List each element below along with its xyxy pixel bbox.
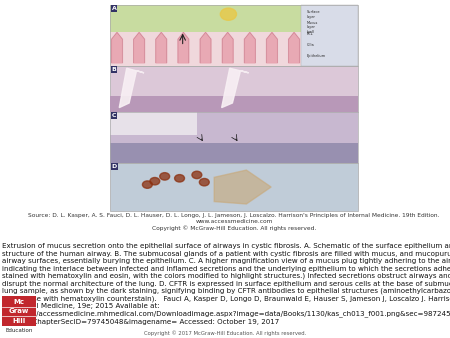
Text: Cilia: Cilia [306,43,314,47]
Polygon shape [214,170,271,204]
Text: Mc: Mc [14,299,25,305]
Text: A: A [112,6,117,11]
Bar [110,143,358,163]
Bar [110,5,301,32]
Polygon shape [178,32,189,63]
Text: Epithelium: Epithelium [306,54,326,58]
Polygon shape [119,68,144,107]
Text: C: C [112,113,116,118]
Polygon shape [222,32,233,63]
Circle shape [199,178,209,186]
Polygon shape [156,32,166,63]
Bar [110,66,358,112]
Text: Surface
layer: Surface layer [306,10,320,19]
Bar [110,112,358,143]
Text: B: B [112,67,117,72]
Bar [110,112,197,135]
Bar [301,5,358,66]
Circle shape [220,8,237,20]
Text: Graw: Graw [9,308,29,314]
Polygon shape [222,68,248,107]
Polygon shape [134,32,144,63]
Polygon shape [244,32,255,63]
Polygon shape [112,32,122,63]
Polygon shape [266,32,277,63]
Text: Extrusion of mucus secretion onto the epithelial surface of airways in cystic fi: Extrusion of mucus secretion onto the ep… [2,243,450,324]
Circle shape [175,175,184,182]
Text: PCL: PCL [306,32,313,36]
Circle shape [160,173,170,180]
Text: Copyright © 2017 McGraw-Hill Education. All rights reserved.: Copyright © 2017 McGraw-Hill Education. … [144,331,306,336]
Text: Source: D. L. Kasper, A. S. Fauci, D. L. Hauser, D. L. Longo, J. L. Jameson, J. : Source: D. L. Kasper, A. S. Fauci, D. L.… [28,213,440,231]
Bar [110,96,358,112]
Polygon shape [200,32,211,63]
Text: Education: Education [5,328,33,333]
Text: Mucus
layer
(gel): Mucus layer (gel) [306,21,318,34]
Polygon shape [289,32,300,63]
Bar [110,112,358,163]
Circle shape [142,181,152,188]
Text: D: D [112,164,117,169]
Bar [110,5,358,66]
Circle shape [150,177,160,185]
Bar [110,32,301,66]
Text: Hill: Hill [13,318,26,324]
Circle shape [192,171,202,178]
Bar [2,296,36,326]
Bar [110,163,358,211]
